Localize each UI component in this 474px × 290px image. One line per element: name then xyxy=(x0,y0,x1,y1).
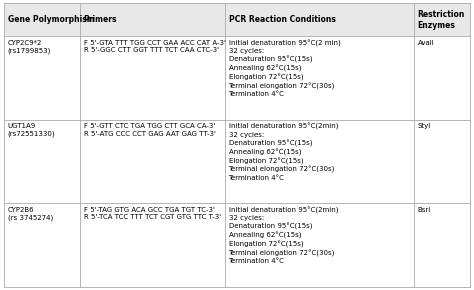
Bar xyxy=(4,3,470,36)
Text: F 5'-TAG GTG ACA GCC TGA TGT TC-3'
R 5'-TCA TCC TTT TCT CGT GTG TTC T-3': F 5'-TAG GTG ACA GCC TGA TGT TC-3' R 5'-… xyxy=(84,206,221,220)
Bar xyxy=(4,36,470,119)
Bar xyxy=(4,203,470,287)
Text: F 5'-GTA TTT TGG CCT GAA ACC CAT A-3'
R 5'-GGC CTT GGT TTT TCT CAA CTC-3': F 5'-GTA TTT TGG CCT GAA ACC CAT A-3' R … xyxy=(84,39,226,53)
Text: BsrI: BsrI xyxy=(418,206,431,213)
Text: Gene Polymorphism: Gene Polymorphism xyxy=(8,15,94,24)
Bar xyxy=(4,119,470,203)
Text: Primers: Primers xyxy=(84,15,117,24)
Text: Initial denaturation 95°C(2min)
32 cycles:
Denaturation 95°C(15s)
Annealing 62°C: Initial denaturation 95°C(2min) 32 cycle… xyxy=(228,123,338,181)
Text: UGT1A9
(rs72551330): UGT1A9 (rs72551330) xyxy=(8,123,55,137)
Text: F 5'-GTT CTC TGA TGG CTT GCA CA-3'
R 5'-ATG CCC CCT GAG AAT GAG TT-3': F 5'-GTT CTC TGA TGG CTT GCA CA-3' R 5'-… xyxy=(84,123,216,137)
Text: PCR Reaction Conditions: PCR Reaction Conditions xyxy=(228,15,336,24)
Text: Initial denaturation 95°C(2min)
32 cycles:
Denaturation 95°C(15s)
Annealing 62°C: Initial denaturation 95°C(2min) 32 cycle… xyxy=(228,206,338,264)
Text: Restriction
Enzymes: Restriction Enzymes xyxy=(418,10,465,30)
Text: CYP2C9*2
(rs1799853): CYP2C9*2 (rs1799853) xyxy=(8,39,51,54)
Text: Initial denaturation 95°C(2 min)
32 cycles:
Denaturation 95°C(15s)
Annealing 62°: Initial denaturation 95°C(2 min) 32 cycl… xyxy=(228,39,340,97)
Text: StyI: StyI xyxy=(418,123,431,129)
Text: AvaII: AvaII xyxy=(418,39,434,46)
Text: CYP2B6
(rs 3745274): CYP2B6 (rs 3745274) xyxy=(8,206,53,220)
